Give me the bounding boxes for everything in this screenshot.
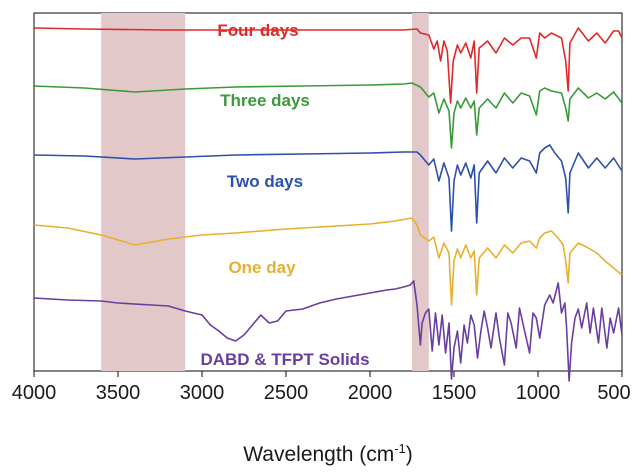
x-tick-label-6: 1000 [516,382,561,404]
series-line-4 [33,280,623,382]
x-tick-label-7: 500 [597,382,630,404]
series-lines [33,27,623,382]
x-axis-title-close: ) [406,443,413,466]
x-tick-label-3: 2500 [264,382,309,404]
series-label-1: Three days [220,91,310,110]
x-tick-label-2: 3000 [180,382,225,404]
series-labels: Four days Three days Two days One day DABD &… [200,21,369,369]
series-label-4: DABD & TFPT Solids [200,350,369,369]
x-tick-label-4: 2000 [348,382,393,404]
x-axis-title-main: Wavelength (cm [243,443,394,466]
highlight-bands [101,13,429,371]
highlight-band-0 [101,13,186,371]
series-label-2: Two days [227,172,303,191]
x-tick-label-0: 4000 [12,382,57,404]
x-axis-title: Wavelength (cm-1) [243,441,413,466]
x-tick-label-1: 3500 [96,382,141,404]
series-label-3: One day [228,258,296,277]
x-axis-title-sup: -1 [394,441,406,456]
plot-frame [33,12,623,372]
x-axis: 4000 3500 3000 2500 2000 1500 1000 500 [12,371,631,404]
series-line-0 [33,27,623,104]
x-tick-label-5: 1500 [432,382,477,404]
series-label-0: Four days [217,21,298,40]
series-line-1 [33,82,623,149]
series-line-3 [33,217,623,306]
highlight-band-1 [412,13,429,371]
series-line-2 [33,144,623,232]
